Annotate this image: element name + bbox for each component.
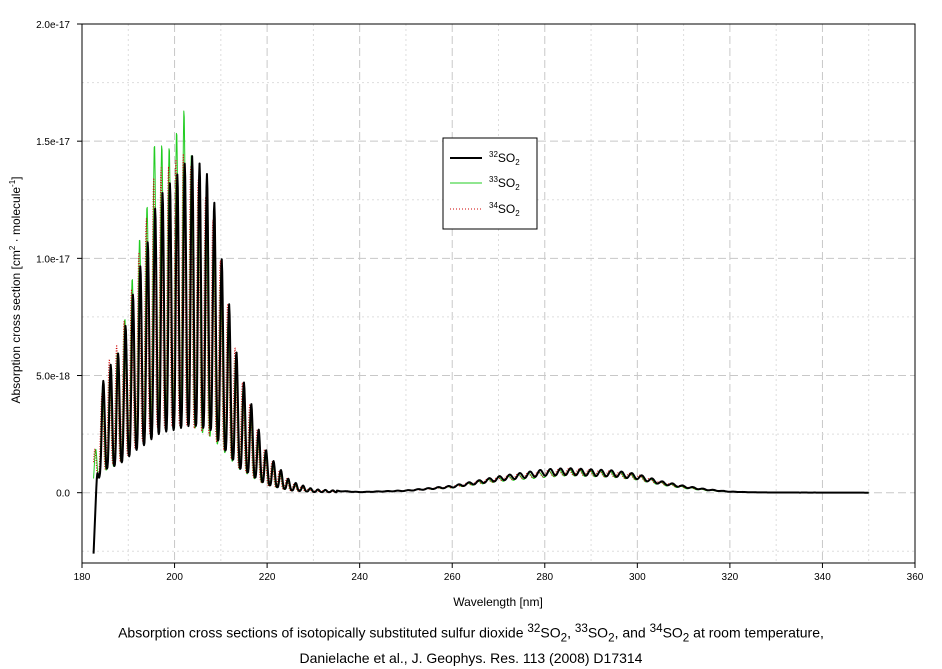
y-axis-label: Absorption cross section [cm2 · molecule… (8, 176, 23, 403)
x-tick-label: 280 (536, 572, 553, 583)
x-axis-ticks: 180 200 220 240 260 280 300 320 340 360 (74, 563, 924, 583)
x-tick-label: 360 (907, 572, 924, 583)
y-tick-label: 1.0e-17 (36, 254, 70, 265)
x-axis-label: Wavelength [nm] (453, 595, 543, 609)
grid-lines (82, 23, 915, 563)
absorption-chart: 180 200 220 240 260 280 300 320 340 360 0.0 5.0e-1… (8, 20, 924, 609)
y-tick-label: 5.0e-18 (36, 372, 70, 383)
legend-label-33so2: 33SO2 (489, 175, 520, 192)
y-tick-label: 0.0 (56, 489, 70, 500)
series-line-32so2 (92, 155, 870, 554)
y-axis-ticks: 0.0 5.0e-18 1.0e-17 1.5e-17 2.0e-17 (36, 20, 82, 500)
x-tick-label: 300 (629, 572, 646, 583)
series-line-34so2 (93, 153, 869, 494)
x-tick-label: 340 (814, 572, 831, 583)
figure-caption: Absorption cross sections of isotopicall… (0, 618, 942, 669)
x-tick-label: 320 (722, 572, 739, 583)
x-tick-label: 180 (74, 572, 91, 583)
x-tick-label: 200 (166, 572, 183, 583)
caption-line-1: Absorption cross sections of isotopicall… (118, 622, 824, 645)
legend-label-32so2: 32SO2 (489, 150, 520, 167)
caption-line-2: Danielache et al., J. Geophys. Res. 113 … (299, 650, 643, 667)
y-tick-label: 2.0e-17 (36, 20, 70, 31)
plot-frame (81, 23, 916, 564)
legend-label-34so2: 34SO2 (489, 201, 520, 218)
x-tick-label: 240 (351, 572, 368, 583)
series-layer (92, 110, 870, 554)
x-tick-label: 260 (444, 572, 461, 583)
x-tick-label: 220 (259, 572, 276, 583)
y-tick-label: 1.5e-17 (36, 137, 70, 148)
legend: 32SO2 33SO2 34SO2 (442, 137, 538, 230)
